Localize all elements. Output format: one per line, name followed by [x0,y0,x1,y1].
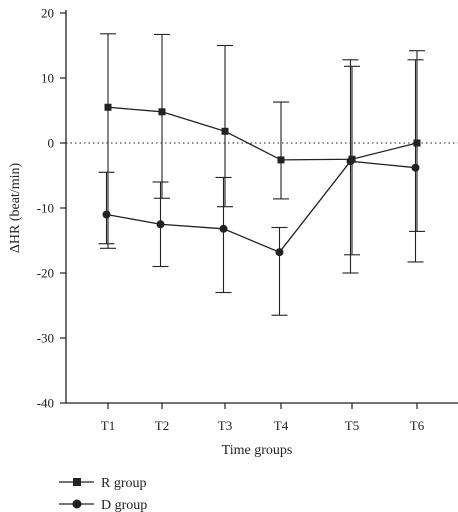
y-tick-label-2: -20 [37,266,54,281]
data-point-0-0 [104,103,112,111]
y-tick-label-5: 10 [41,71,54,86]
x-ticks: T1 T2 T3 T4 T5 T6 [101,403,425,433]
y-tick-label-1: -30 [37,331,54,346]
legend-marker-1 [72,499,82,509]
data-point-1-2 [219,224,228,233]
series-line-1 [106,160,416,253]
x-tick-label-3: T4 [274,418,289,433]
x-axis-label: Time groups [222,443,293,458]
data-point-0-5 [413,139,421,147]
y-tick-label-3: -10 [37,201,54,216]
y-tick-label-4: 0 [48,136,55,151]
x-tick-label-2: T3 [218,418,232,433]
series-line-0 [107,106,418,161]
y-axis-label: ΔHR (beat/min) [8,163,23,254]
x-tick-label-4: T5 [345,418,359,433]
legend-label-1: D group [101,498,147,512]
series-layer [98,33,425,316]
x-tick-label-1: T2 [155,418,169,433]
x-tick-label-5: T6 [410,418,425,433]
series-0 [100,33,425,256]
legend: R group D group [59,476,147,512]
x-tick-label-0: T1 [101,418,115,433]
data-point-0-1 [158,108,166,116]
data-point-1-4 [346,157,355,166]
y-tick-label-0: -40 [37,396,54,411]
y-ticks: -40 -30 -20 -10 0 10 20 [37,6,66,411]
legend-marker-0 [73,478,81,486]
data-point-1-1 [156,220,165,229]
data-point-1-3 [275,248,284,257]
series-1 [98,59,424,316]
data-point-1-0 [102,210,111,219]
data-point-1-5 [411,163,420,172]
legend-label-0: R group [101,476,147,491]
data-point-0-3 [277,156,285,164]
y-tick-label-6: 20 [41,6,54,21]
data-point-0-2 [221,127,229,135]
axes [65,10,458,404]
